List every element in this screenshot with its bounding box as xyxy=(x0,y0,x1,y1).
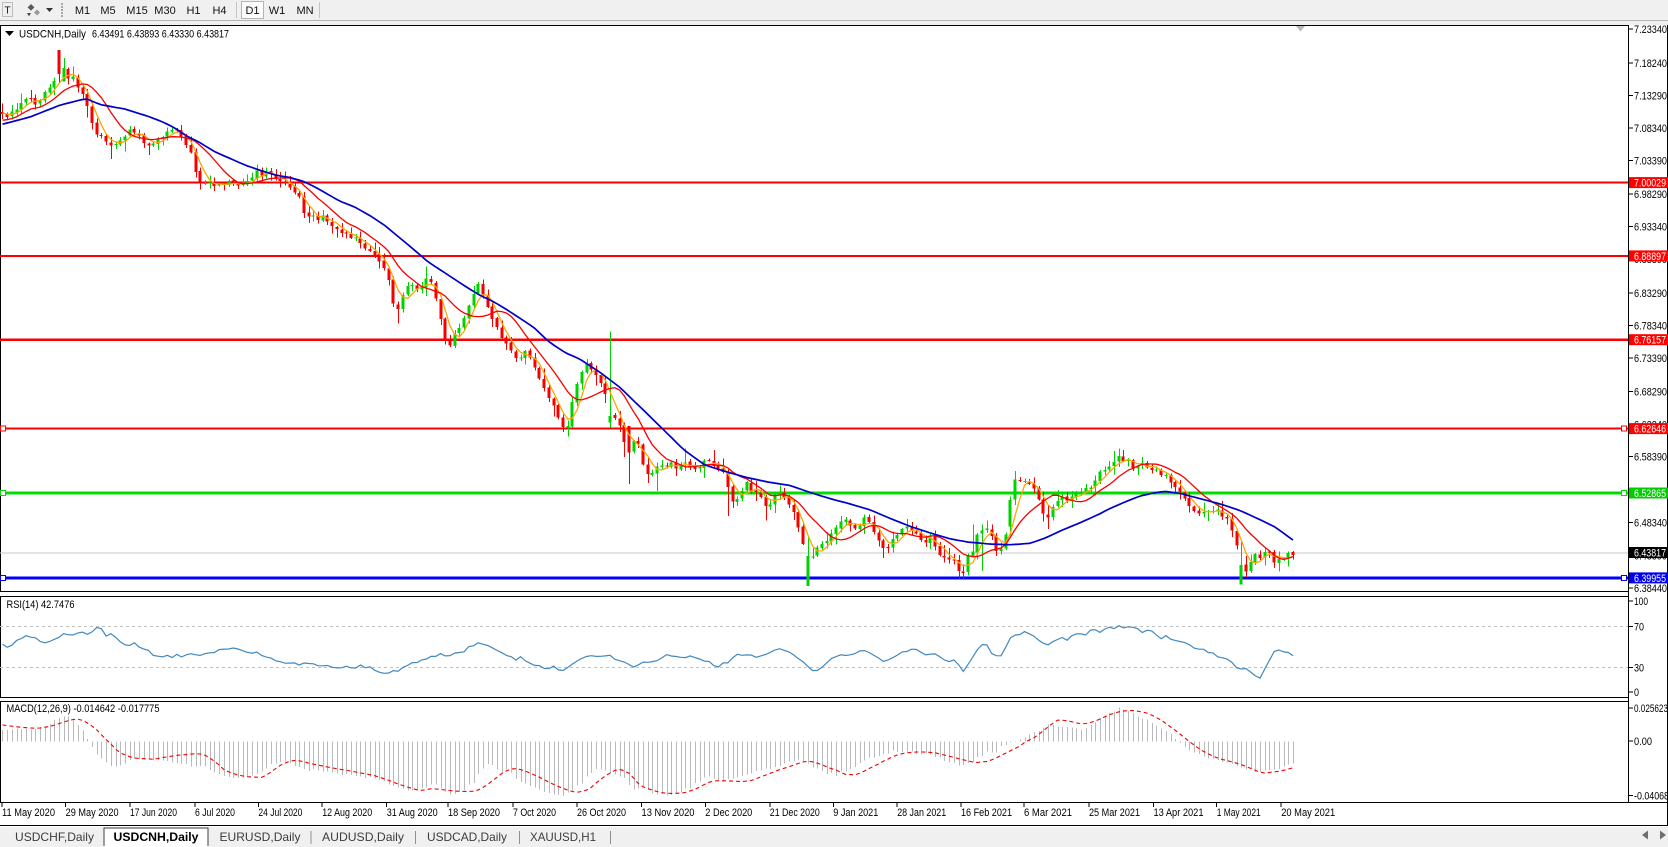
svg-text:USDCAD,Daily: USDCAD,Daily xyxy=(427,830,507,844)
svg-text:6.38440: 6.38440 xyxy=(1634,583,1667,595)
svg-text:7.03390: 7.03390 xyxy=(1634,156,1667,168)
svg-text:7.18240: 7.18240 xyxy=(1634,58,1667,70)
svg-text:M15: M15 xyxy=(126,5,147,17)
svg-text:USDCNH,Daily: USDCNH,Daily xyxy=(114,830,199,844)
svg-text:M1: M1 xyxy=(75,5,90,17)
svg-text:6.88897: 6.88897 xyxy=(1634,251,1666,263)
svg-text:29 May 2020: 29 May 2020 xyxy=(66,807,119,819)
svg-text:MACD(12,26,9) -0.014642 -0.017: MACD(12,26,9) -0.014642 -0.017775 xyxy=(7,703,160,715)
svg-text:28 Jan 2021: 28 Jan 2021 xyxy=(897,807,946,819)
svg-text:6.52865: 6.52865 xyxy=(1634,488,1666,500)
svg-text:7.23340: 7.23340 xyxy=(1634,24,1667,36)
svg-text:12 Aug 2020: 12 Aug 2020 xyxy=(322,807,372,819)
svg-text:0.025623: 0.025623 xyxy=(1634,703,1668,715)
svg-text:6 Mar 2021: 6 Mar 2021 xyxy=(1024,807,1072,819)
svg-text:D1: D1 xyxy=(245,5,259,17)
svg-text:6.98290: 6.98290 xyxy=(1634,189,1667,201)
svg-text:25 Mar 2021: 25 Mar 2021 xyxy=(1089,807,1140,819)
svg-text:7 Oct 2020: 7 Oct 2020 xyxy=(513,807,556,819)
svg-text:USDCHF,Daily: USDCHF,Daily xyxy=(15,830,94,844)
svg-text:6.62646: 6.62646 xyxy=(1634,424,1666,436)
svg-text:RSI(14) 42.7476: RSI(14) 42.7476 xyxy=(7,599,75,611)
svg-text:AUDUSD,Daily: AUDUSD,Daily xyxy=(322,830,404,844)
svg-text:16 Feb 2021: 16 Feb 2021 xyxy=(961,807,1012,819)
svg-text:6.48340: 6.48340 xyxy=(1634,518,1667,530)
svg-text:17 Jun 2020: 17 Jun 2020 xyxy=(130,807,177,819)
svg-text:13 Nov 2020: 13 Nov 2020 xyxy=(642,807,695,819)
svg-text:T: T xyxy=(4,6,10,17)
svg-text:W1: W1 xyxy=(269,5,286,17)
svg-text:18 Sep 2020: 18 Sep 2020 xyxy=(448,807,500,819)
svg-text:H4: H4 xyxy=(212,5,226,17)
svg-text:100: 100 xyxy=(1634,596,1648,608)
svg-text:0.00: 0.00 xyxy=(1634,736,1652,748)
svg-text:6.39955: 6.39955 xyxy=(1634,573,1666,585)
svg-text:M30: M30 xyxy=(154,5,175,17)
svg-text:6 Jul 2020: 6 Jul 2020 xyxy=(195,807,235,819)
svg-text:0: 0 xyxy=(1634,687,1639,699)
svg-text:6.83290: 6.83290 xyxy=(1634,288,1667,300)
svg-text:USDCNH,Daily: USDCNH,Daily xyxy=(19,29,86,41)
svg-text:6.43491 6.43893 6.43330 6.4381: 6.43491 6.43893 6.43330 6.43817 xyxy=(92,29,229,41)
svg-text:30: 30 xyxy=(1634,663,1644,675)
svg-text:MN: MN xyxy=(296,5,313,17)
svg-text:6.43817: 6.43817 xyxy=(1634,548,1666,560)
svg-text:XAUUSD,H1: XAUUSD,H1 xyxy=(530,830,596,844)
svg-text:7.00029: 7.00029 xyxy=(1634,178,1666,190)
svg-text:24 Jul 2020: 24 Jul 2020 xyxy=(258,807,302,819)
svg-text:6.76157: 6.76157 xyxy=(1634,335,1666,347)
svg-text:1 May 2021: 1 May 2021 xyxy=(1217,807,1261,819)
svg-text:31 Aug 2020: 31 Aug 2020 xyxy=(387,807,438,819)
svg-text:H1: H1 xyxy=(186,5,200,17)
svg-text:13 Apr 2021: 13 Apr 2021 xyxy=(1154,807,1204,819)
svg-text:2 Dec 2020: 2 Dec 2020 xyxy=(705,807,752,819)
svg-text:6.73390: 6.73390 xyxy=(1634,353,1667,365)
svg-text:20 May 2021: 20 May 2021 xyxy=(1281,807,1335,819)
svg-text:6.78340: 6.78340 xyxy=(1634,320,1667,332)
svg-text:6.68290: 6.68290 xyxy=(1634,387,1667,399)
svg-text:6.58390: 6.58390 xyxy=(1634,452,1667,464)
svg-text:6.93340: 6.93340 xyxy=(1634,222,1667,234)
svg-text:M5: M5 xyxy=(100,5,115,17)
svg-text:-0.04068: -0.04068 xyxy=(1634,791,1668,803)
svg-text:70: 70 xyxy=(1634,622,1644,634)
svg-text:26 Oct 2020: 26 Oct 2020 xyxy=(577,807,626,819)
svg-text:21 Dec 2020: 21 Dec 2020 xyxy=(770,807,820,819)
svg-text:9 Jan 2021: 9 Jan 2021 xyxy=(833,807,878,819)
svg-text:7.13290: 7.13290 xyxy=(1634,90,1667,102)
svg-text:7.08340: 7.08340 xyxy=(1634,123,1667,135)
svg-text:EURUSD,Daily: EURUSD,Daily xyxy=(220,830,301,844)
svg-text:11 May 2020: 11 May 2020 xyxy=(2,807,55,819)
